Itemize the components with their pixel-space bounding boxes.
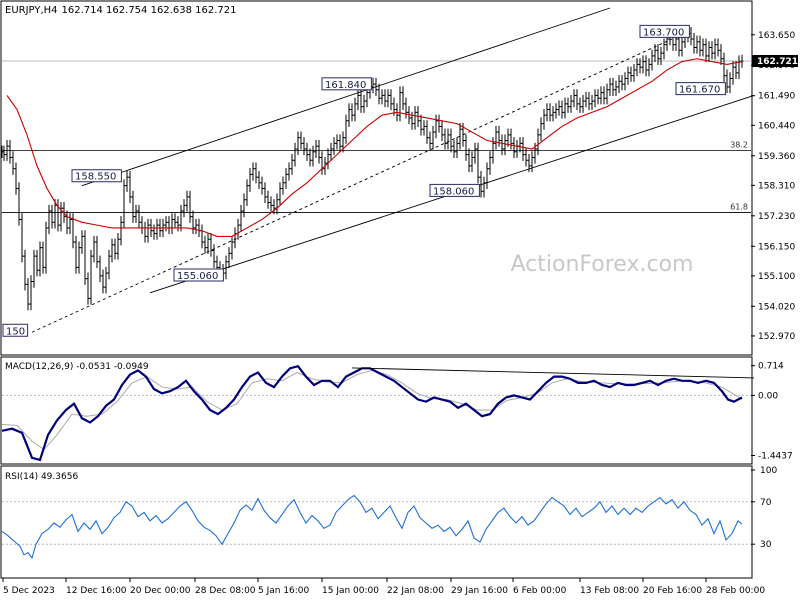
rsi-line [1, 494, 743, 560]
price-tick-label: 159.360 [758, 152, 795, 162]
price-tick-label: 154.020 [758, 302, 795, 312]
annotation-box [639, 24, 690, 38]
rsi-tick-label: 30 [760, 540, 772, 550]
price-tick-label: 160.440 [758, 121, 795, 131]
ohlc-values: 162.714 162.754 162.638 162.721 [62, 5, 237, 16]
rsi-tick-label: 100 [760, 466, 777, 476]
price-panel [0, 0, 753, 356]
x-tick-label: 28 Dec 08:00 [195, 586, 256, 596]
annotation-box [429, 183, 480, 197]
x-tick-label: 20 Dec 00:00 [130, 586, 191, 596]
annotation-label: 158.550 [75, 172, 116, 183]
axes-layer: 163.650162.570161.490160.440159.360158.3… [2, 31, 798, 596]
x-tick-label: 12 Dec 16:00 [66, 586, 127, 596]
price-tick-label: 158.310 [758, 181, 795, 191]
price-tick-label: 155.100 [758, 272, 795, 282]
macd-tick-label: 0.00 [758, 391, 778, 401]
macd-panel [0, 356, 753, 465]
x-tick-label: 20 Feb 16:00 [643, 586, 702, 596]
macd-layer [1, 364, 755, 462]
channel-line [81, 7, 611, 187]
x-tick-label: 6 Feb 00:00 [513, 586, 567, 596]
moving-average-line [6, 58, 743, 237]
annotation-label: 161.840 [325, 80, 366, 91]
symbol-label: EURJPY,H4 [5, 5, 58, 16]
price-annotation: 161.840 [321, 77, 372, 91]
rsi-title: RSI(14) 49.3656 [5, 472, 78, 482]
annotation-label: 163.700 [643, 27, 684, 38]
current-price-tag: 162.721 [752, 54, 798, 67]
x-tick-label: 29 Jan 16:00 [451, 586, 508, 596]
x-tick-label: 28 Feb 00:00 [706, 586, 765, 596]
annotation-box [321, 77, 372, 91]
price-bars [0, 27, 744, 311]
annotation-label: 161.670 [679, 85, 720, 96]
annotation-box [173, 268, 224, 282]
header-symbol: EURJPY,H4 162.714 162.754 162.638 162.721 [5, 5, 236, 16]
x-tick-label: 13 Feb 08:00 [580, 586, 639, 596]
price-tick-label: 157.230 [758, 212, 795, 222]
price-annotation: 158.550 [71, 169, 122, 183]
price-tick-label: 156.150 [758, 242, 795, 252]
x-tick-label: 5 Jan 16:00 [258, 586, 310, 596]
price-tick-label: 163.650 [758, 31, 795, 41]
price-tick-label: 152.970 [758, 332, 795, 342]
price-annotation: 155.060 [173, 268, 224, 282]
price-annotation: 150 [2, 323, 29, 337]
annotation-label: 158.060 [433, 186, 474, 197]
annotation-box [2, 323, 29, 337]
annotation-box [71, 169, 122, 183]
watermark: ActionForex.com [511, 252, 694, 277]
rsi-layer [1, 494, 751, 560]
macd-tick-label: -1.4437 [758, 451, 793, 461]
x-tick-label: 22 Jan 08:00 [387, 586, 444, 596]
annotation-box [675, 82, 726, 96]
price-annotation: 163.700 [639, 24, 690, 38]
macd-trendline [351, 367, 755, 379]
price-tick-label: 161.490 [758, 92, 795, 102]
current-price-box [752, 54, 798, 67]
fib-level-label: 61.8 [730, 202, 748, 211]
x-tick-label: 5 Dec 2023 [3, 586, 55, 596]
current-price-label: 162.721 [757, 57, 798, 67]
price-annotation: 161.670 [675, 82, 726, 96]
annotation-label: 150 [6, 326, 25, 337]
rsi-panel [0, 465, 753, 579]
x-tick-label: 15 Jan 00:00 [322, 586, 379, 596]
fib-level-label: 38.2 [730, 140, 748, 149]
macd-line [1, 364, 743, 462]
macd-tick-label: 0.714 [758, 362, 784, 372]
rsi-tick-label: 70 [760, 498, 772, 508]
price-layer: 38.2 61.8 150 158.550 155.060 161.840 158.060 1… [0, 7, 755, 337]
macd-title: MACD(12,26,9) -0.0531 -0.0949 [5, 362, 149, 372]
price-annotation: 158.060 [429, 183, 480, 197]
annotation-label: 155.060 [177, 271, 218, 282]
